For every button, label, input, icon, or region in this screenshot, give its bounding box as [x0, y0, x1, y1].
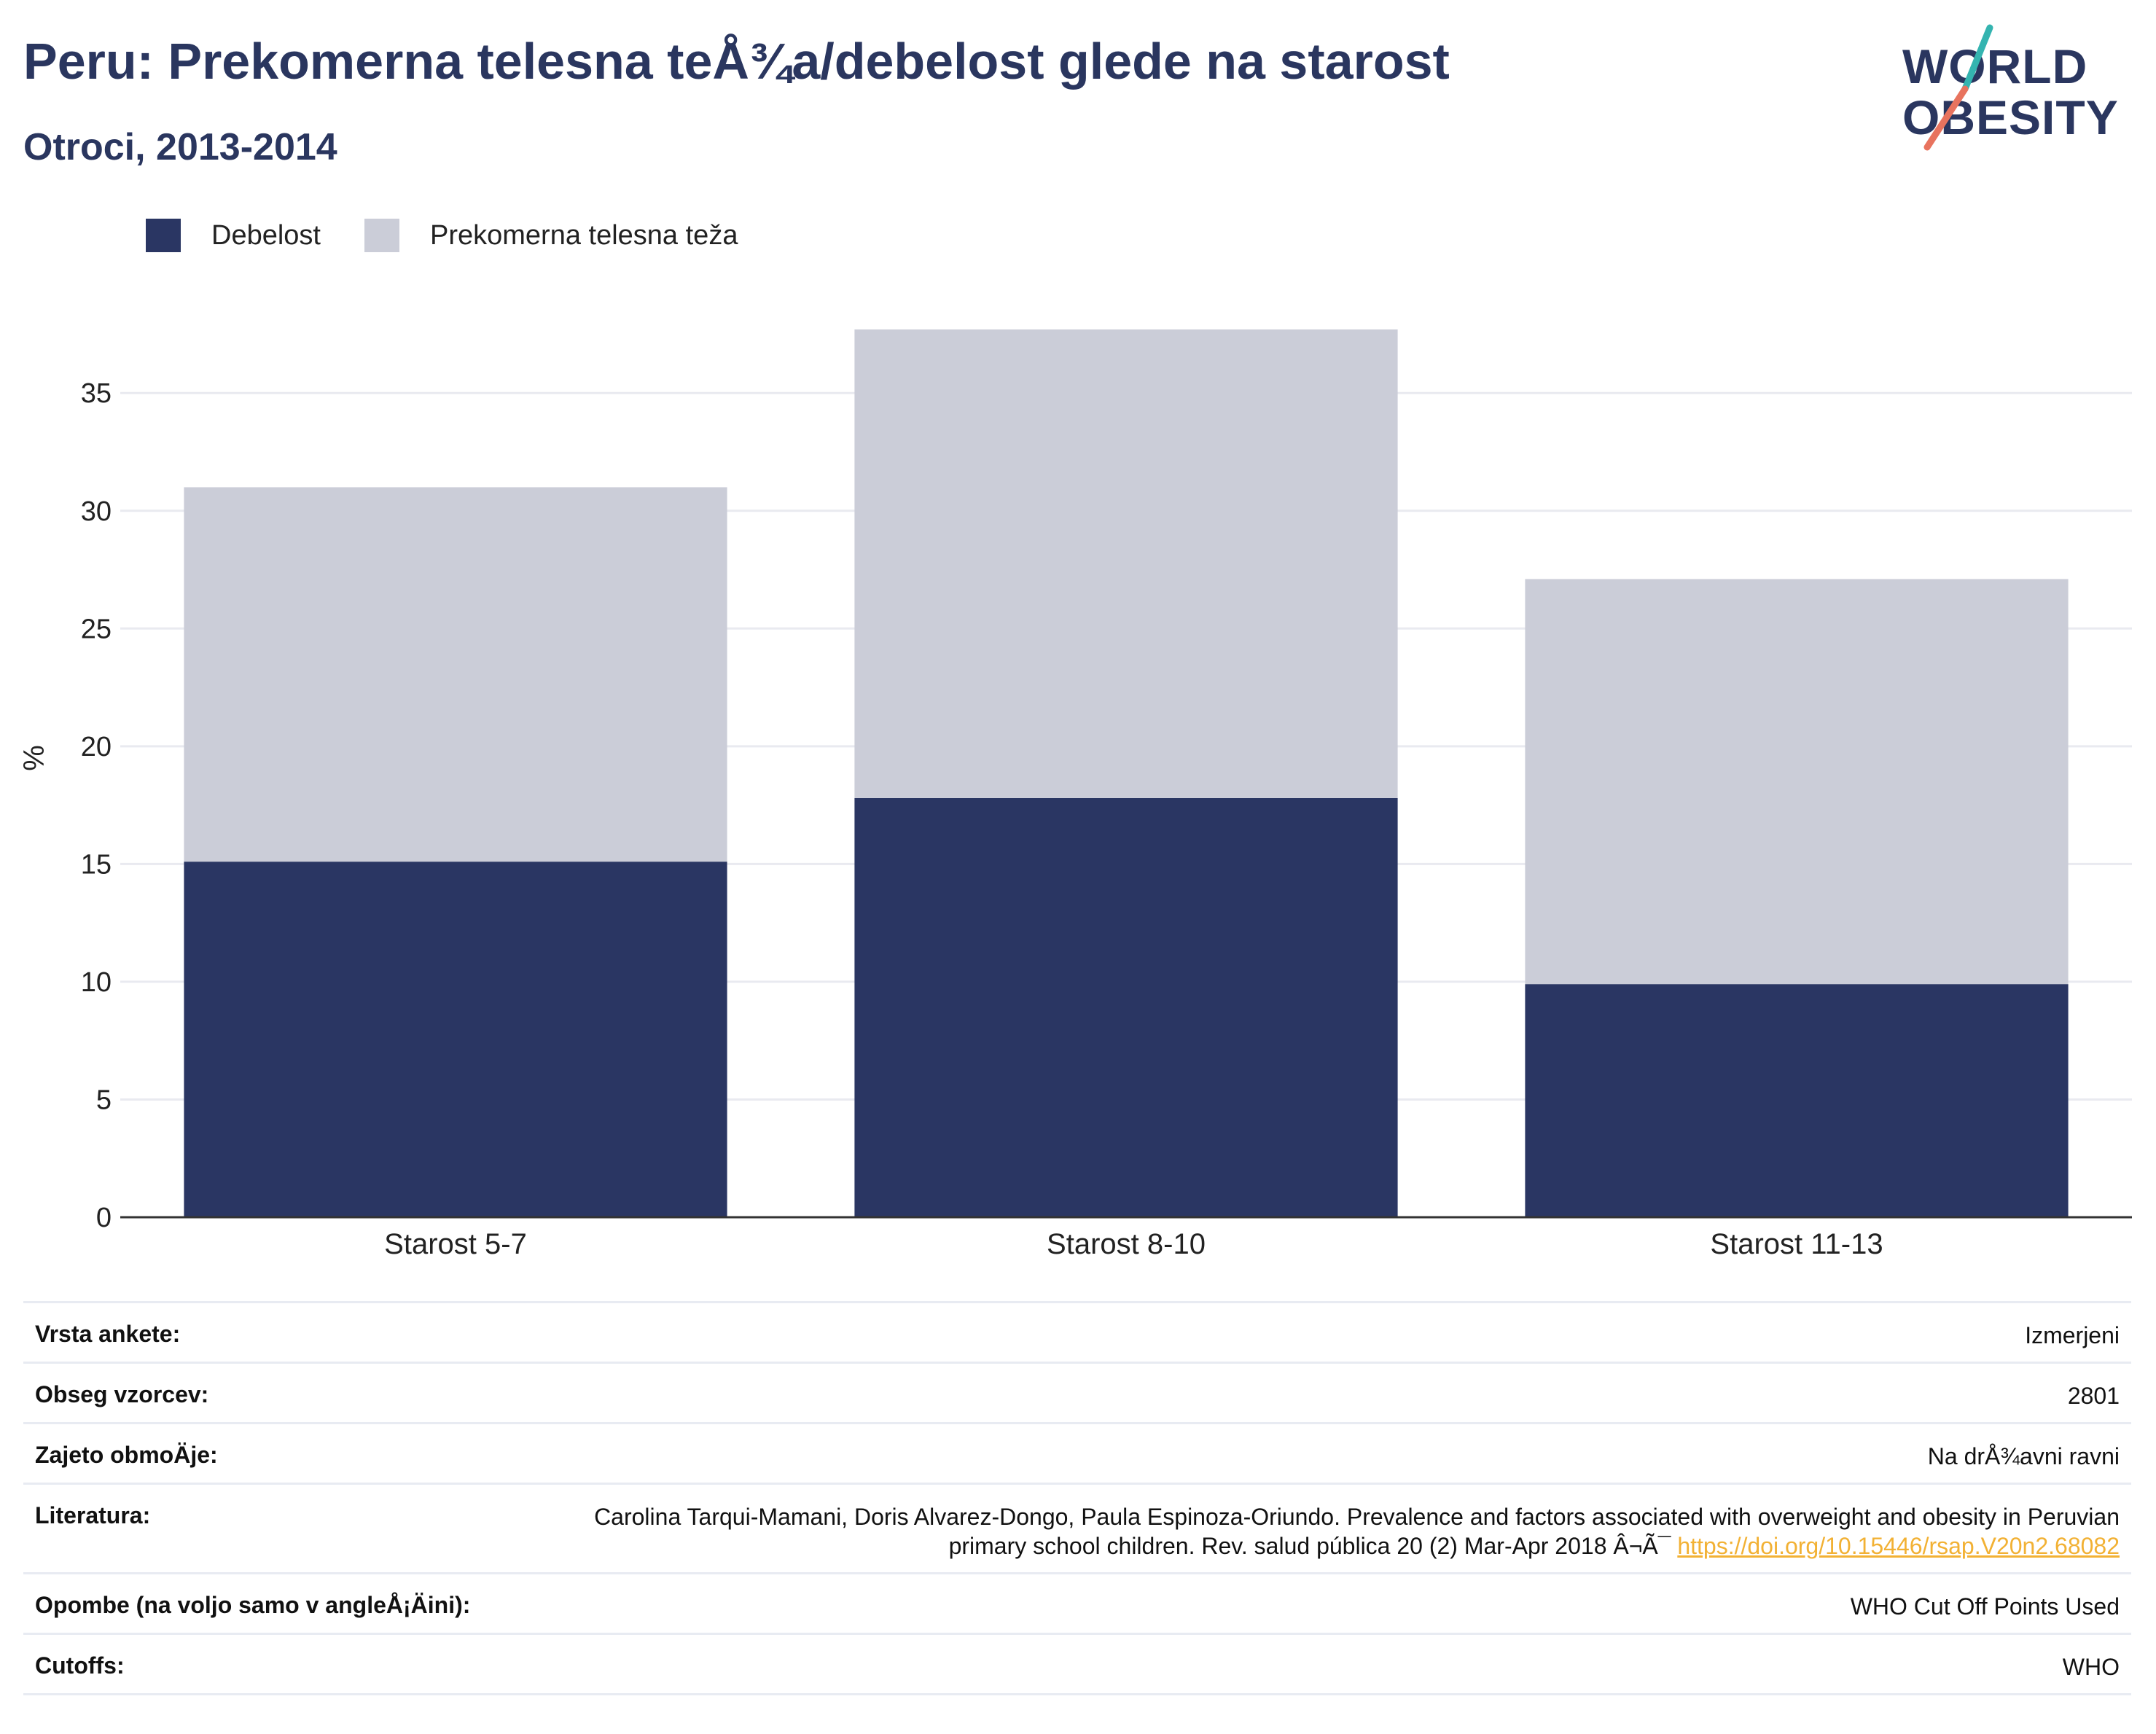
bar-obesity	[1525, 984, 2069, 1217]
x-tick-label: Starost 11-13	[1710, 1228, 1883, 1260]
info-row-survey-type: Vrsta ankete: Izmerjeni	[23, 1301, 2131, 1362]
y-tick-label: 10	[81, 967, 112, 998]
info-key: Literatura:	[35, 1502, 151, 1528]
bar-overweight	[1525, 579, 2069, 985]
info-value-reference: Carolina Tarqui-Mamani, Doris Alvarez-Do…	[589, 1502, 2120, 1572]
info-row-sample-size: Obseg vzorcev: 2801	[23, 1362, 2131, 1422]
info-key: Vrsta ankete:	[35, 1321, 181, 1347]
y-tick-label: 35	[81, 378, 112, 409]
bar-overweight	[184, 487, 727, 862]
info-row-reference: Literatura: Carolina Tarqui-Mamani, Dori…	[23, 1483, 2131, 1572]
y-tick-label: 20	[81, 732, 112, 762]
world-obesity-logo: WORLD OBESITY	[1902, 22, 2143, 153]
legend-swatch-obesity	[146, 219, 181, 252]
survey-info-table: Vrsta ankete: Izmerjeni Obseg vzorcev: 2…	[23, 1301, 2131, 1695]
info-value: Izmerjeni	[2025, 1322, 2120, 1348]
x-tick-label: Starost 5-7	[384, 1228, 527, 1260]
y-tick-label: 5	[96, 1085, 112, 1115]
bar-obesity	[854, 797, 1398, 1217]
y-tick-label: 0	[96, 1203, 112, 1233]
chart-title: Peru: Prekomerna telesna teÅ¾a/debelost …	[23, 33, 1450, 90]
info-row-cutoffs: Cutoffs: WHO	[23, 1633, 2131, 1695]
reference-doi-link[interactable]: https://doi.org/10.15446/rsap.V20n2.6808…	[1677, 1533, 2120, 1559]
info-value: Na drÅ¾avni ravni	[1927, 1443, 2120, 1469]
y-tick-label: 15	[81, 849, 112, 880]
y-tick-label: 25	[81, 614, 112, 644]
y-axis-title: %	[18, 745, 50, 771]
bar-overweight	[854, 329, 1398, 798]
logo-word-world: WORLD	[1902, 39, 2088, 93]
info-key: Cutoffs:	[35, 1652, 125, 1679]
info-value: 2801	[2067, 1383, 2120, 1409]
bars	[184, 329, 2069, 1217]
info-key: Obseg vzorcev:	[35, 1381, 209, 1407]
x-tick-label: Starost 8-10	[1047, 1228, 1206, 1260]
info-value: WHO Cut Off Points Used	[1850, 1593, 2120, 1620]
reference-text: Carolina Tarqui-Mamani, Doris Alvarez-Do…	[594, 1504, 2120, 1559]
info-key: Zajeto obmoÄje:	[35, 1442, 218, 1468]
info-row-coverage: Zajeto obmoÄje: Na drÅ¾avni ravni	[23, 1422, 2131, 1483]
info-key: Opombe (na voljo samo v angleÅ¡Äini):	[35, 1592, 471, 1618]
logo-slash-icon	[1923, 24, 1993, 151]
legend-label-overweight: Prekomerna telesna teža	[430, 220, 738, 251]
legend-swatch-overweight	[364, 219, 399, 252]
stacked-bar-chart: 0 5 10 15 20 25 30 35 Starost 5-7 Starost 8-10 Sta…	[18, 329, 2132, 1260]
legend-label-obesity: Debelost	[211, 220, 321, 251]
bar-obesity	[184, 862, 727, 1217]
info-value: WHO	[2062, 1654, 2120, 1680]
info-row-notes: Opombe (na voljo samo v angleÅ¡Äini): WH…	[23, 1572, 2131, 1633]
chart-subtitle: Otroci, 2013-2014	[23, 126, 337, 168]
y-tick-label: 30	[81, 496, 112, 527]
axes: 0 5 10 15 20 25 30 35 Starost 5-7 Starost 8-10 Sta…	[81, 378, 2132, 1260]
